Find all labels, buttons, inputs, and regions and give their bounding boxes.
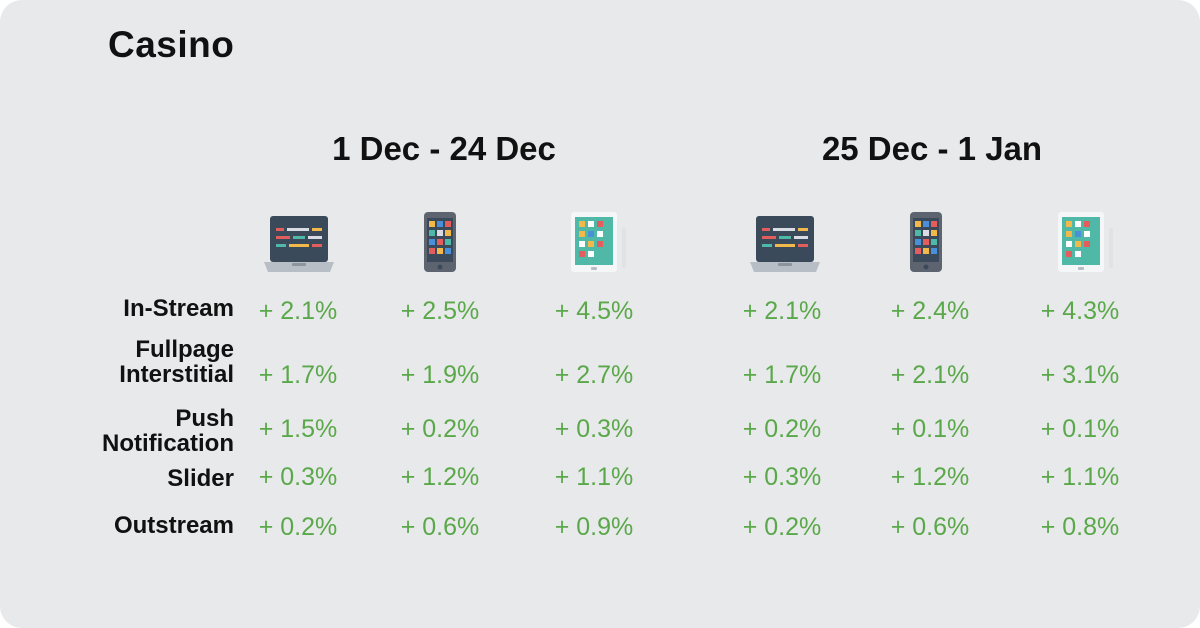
value-cell: + 0.3% <box>258 463 338 491</box>
value-cell: + 0.3% <box>554 415 634 443</box>
value-cell: + 2.4% <box>890 297 970 325</box>
value-cell: + 0.9% <box>554 513 634 541</box>
value-cell: + 0.2% <box>400 415 480 443</box>
value-cell: + 0.3% <box>742 463 822 491</box>
row-label-slider: Slider <box>167 465 234 492</box>
period-header-1: 1 Dec - 24 Dec <box>332 130 556 167</box>
laptop-icon <box>264 216 334 272</box>
value-cell: + 1.5% <box>258 415 338 443</box>
value-cell: + 1.7% <box>742 361 822 389</box>
value-cell: + 4.5% <box>554 297 634 325</box>
value-cell: + 0.2% <box>742 513 822 541</box>
value-cell: + 0.6% <box>890 513 970 541</box>
value-cell: + 1.2% <box>400 463 480 491</box>
page-title: Casino <box>108 24 235 65</box>
value-cell: + 2.1% <box>890 361 970 389</box>
value-cell: + 3.1% <box>1040 361 1120 389</box>
value-cell: + 1.1% <box>1040 463 1120 491</box>
value-cell: + 4.3% <box>1040 297 1120 325</box>
row-label-push-notification: Push Notification <box>102 405 234 457</box>
value-cell: + 1.7% <box>258 361 338 389</box>
value-cell: + 1.1% <box>554 463 634 491</box>
value-cell: + 0.1% <box>890 415 970 443</box>
smartphone-icon <box>424 212 456 272</box>
value-cell: + 0.6% <box>400 513 480 541</box>
value-cell: + 0.8% <box>1040 513 1120 541</box>
tablet-icon <box>571 212 626 272</box>
laptop-icon <box>750 216 820 272</box>
value-cell: + 1.2% <box>890 463 970 491</box>
smartphone-icon <box>910 212 942 272</box>
value-cell: + 2.1% <box>258 297 338 325</box>
period-header-2: 25 Dec - 1 Jan <box>821 130 1043 167</box>
value-cell: + 2.7% <box>554 361 634 389</box>
row-label-in-stream: In-Stream <box>123 295 234 322</box>
value-cell: + 2.1% <box>742 297 822 325</box>
value-cell: + 0.1% <box>1040 415 1120 443</box>
value-cell: + 0.2% <box>742 415 822 443</box>
value-cell: + 0.2% <box>258 513 338 541</box>
tablet-icon <box>1058 212 1113 272</box>
row-label-fullpage-interstitial: Fullpage Interstitial <box>119 336 234 388</box>
value-cell: + 2.5% <box>400 297 480 325</box>
value-cell: + 1.9% <box>400 361 480 389</box>
row-label-outstream: Outstream <box>113 512 234 539</box>
